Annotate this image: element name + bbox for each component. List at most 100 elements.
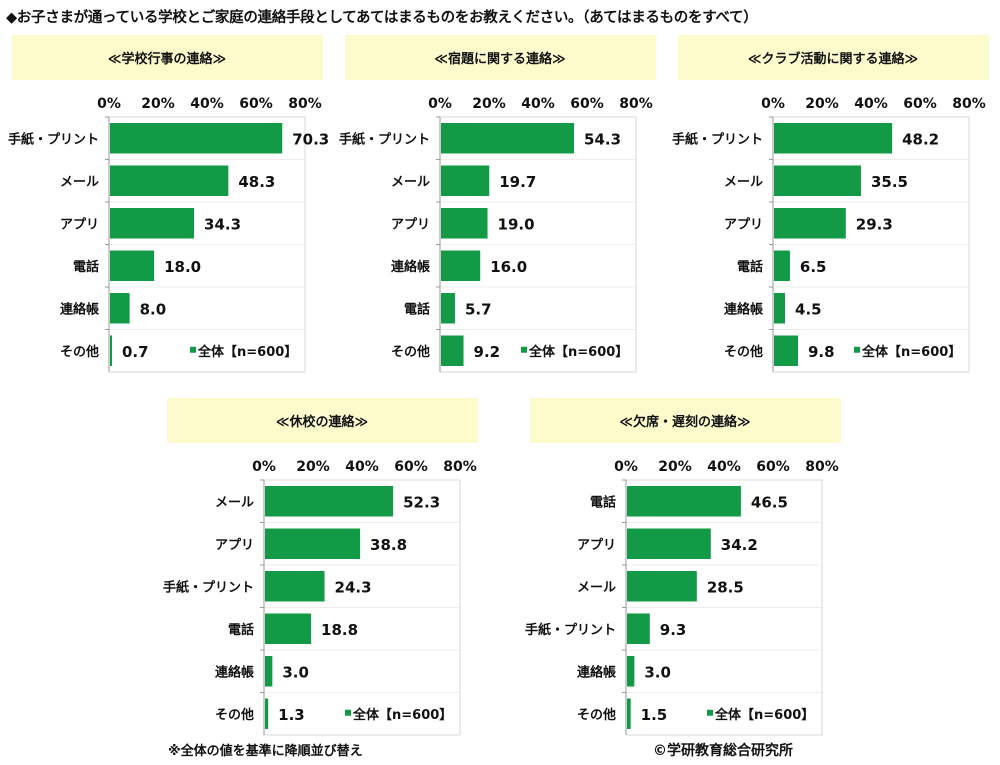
- x-tick-label: 20%: [658, 459, 692, 475]
- x-tick-label: 60%: [756, 459, 790, 475]
- value-label: 3.0: [644, 663, 671, 681]
- value-label: 24.3: [335, 578, 372, 596]
- sort-note: ※全体の値を基準に降順並び替え: [168, 744, 363, 759]
- chart-1: ≪学校行事の連絡≫ 0% 20% 40% 60% 80% 手紙・プリント 70.3 メール 48.…: [8, 35, 329, 373]
- bar: [441, 165, 490, 196]
- value-label: 35.5: [871, 173, 908, 191]
- copyright-credit: ©学研教育総合研究所: [653, 743, 793, 759]
- category-label: アプリ: [215, 538, 254, 553]
- bar: [110, 293, 130, 324]
- chart-title: ≪宿題に関する連絡≫: [434, 51, 565, 67]
- x-tick-label: 0%: [252, 459, 276, 475]
- chart-title: ≪クラブ活動に関する連絡≫: [748, 51, 918, 67]
- bar: [627, 528, 711, 559]
- chart-4: ≪休校の連絡≫ 0% 20% 40% 60% 80% メール 52.3 アプリ 38.8 手紙・プリ…: [163, 398, 478, 736]
- bar: [774, 208, 846, 239]
- category-label: 手紙・プリント: [8, 131, 99, 147]
- x-tick-label: 80%: [619, 96, 653, 112]
- bar: [110, 165, 229, 196]
- bar: [441, 123, 575, 154]
- chart-header-box: [530, 398, 841, 443]
- x-tick-label: 40%: [854, 96, 888, 112]
- value-label: 1.5: [641, 706, 668, 724]
- category-label: 電話: [73, 259, 99, 275]
- category-label: 連絡帳: [577, 664, 616, 680]
- value-label: 54.3: [584, 130, 621, 148]
- bar: [627, 656, 635, 687]
- bar: [110, 335, 112, 366]
- x-tick-label: 20%: [141, 96, 175, 112]
- legend-swatch: [707, 709, 713, 716]
- x-tick-label: 60%: [903, 96, 937, 112]
- value-label: 16.0: [490, 258, 527, 276]
- x-tick-label: 60%: [570, 96, 604, 112]
- category-label: メール: [724, 175, 763, 190]
- x-tick-label: 80%: [288, 96, 322, 112]
- value-label: 19.7: [499, 173, 536, 191]
- legend-label: 全体【n=600】: [197, 344, 297, 360]
- value-label: 18.8: [321, 621, 358, 639]
- chart-header-box: [345, 35, 656, 80]
- value-label: 38.8: [370, 536, 407, 554]
- legend-label: 全体【n=600】: [861, 344, 961, 360]
- bar: [265, 698, 269, 729]
- bar: [110, 208, 195, 239]
- legend-swatch: [190, 346, 196, 353]
- category-label: その他: [215, 707, 254, 723]
- chart-header-box: [12, 35, 323, 80]
- category-label: その他: [60, 344, 99, 360]
- bar: [774, 250, 790, 281]
- bar: [265, 528, 361, 559]
- legend-swatch: [521, 346, 527, 353]
- bar: [265, 571, 325, 602]
- x-tick-label: 60%: [394, 459, 428, 475]
- value-label: 18.0: [164, 258, 201, 276]
- bar: [774, 335, 799, 366]
- chart-header-box: [678, 35, 989, 80]
- x-tick-label: 80%: [443, 459, 477, 475]
- legend-swatch: [345, 709, 351, 716]
- value-label: 46.5: [751, 493, 788, 511]
- category-label: アプリ: [724, 217, 763, 232]
- category-label: その他: [391, 344, 430, 360]
- value-label: 48.3: [238, 173, 275, 191]
- bar: [265, 613, 312, 644]
- bar: [627, 613, 650, 644]
- category-label: 手紙・プリント: [163, 579, 254, 595]
- category-label: 連絡帳: [724, 301, 763, 317]
- x-tick-label: 20%: [296, 459, 330, 475]
- category-label: 電話: [590, 494, 616, 510]
- bar: [265, 656, 273, 687]
- page-title: ◆お子さまが通っている学校とご家庭の連絡手段としてあてはまるものをお教えください…: [6, 10, 758, 26]
- x-tick-label: 80%: [952, 96, 986, 112]
- legend-label: 全体【n=600】: [714, 707, 814, 723]
- bar: [110, 250, 155, 281]
- value-label: 8.0: [140, 300, 167, 318]
- value-label: 6.5: [800, 258, 827, 276]
- bar: [110, 123, 283, 154]
- chart-3: ≪クラブ活動に関する連絡≫ 0% 20% 40% 60% 80% 手紙・プリント 48.2 メー…: [672, 35, 989, 373]
- x-tick-label: 60%: [239, 96, 273, 112]
- chart-5: ≪欠席・遅刻の連絡≫ 0% 20% 40% 60% 80% 電話 46.5 アプリ 34.2 メール…: [525, 398, 841, 736]
- category-label: 手紙・プリント: [339, 131, 430, 147]
- value-label: 5.7: [465, 300, 492, 318]
- x-tick-label: 0%: [97, 96, 121, 112]
- category-label: アプリ: [60, 217, 99, 232]
- category-label: アプリ: [577, 538, 616, 553]
- category-label: 電話: [228, 622, 254, 638]
- category-label: 連絡帳: [215, 664, 254, 680]
- x-tick-label: 80%: [805, 459, 839, 475]
- category-label: 電話: [737, 259, 763, 275]
- category-label: メール: [577, 580, 616, 595]
- legend-label: 全体【n=600】: [352, 707, 452, 723]
- bar: [774, 123, 893, 154]
- value-label: 1.3: [278, 706, 305, 724]
- bar: [774, 165, 861, 196]
- value-label: 48.2: [902, 130, 939, 148]
- bar: [441, 293, 455, 324]
- category-label: 電話: [404, 301, 430, 317]
- x-tick-label: 0%: [614, 459, 638, 475]
- x-tick-label: 40%: [521, 96, 555, 112]
- x-tick-label: 40%: [345, 459, 379, 475]
- chart-title: ≪学校行事の連絡≫: [108, 51, 226, 67]
